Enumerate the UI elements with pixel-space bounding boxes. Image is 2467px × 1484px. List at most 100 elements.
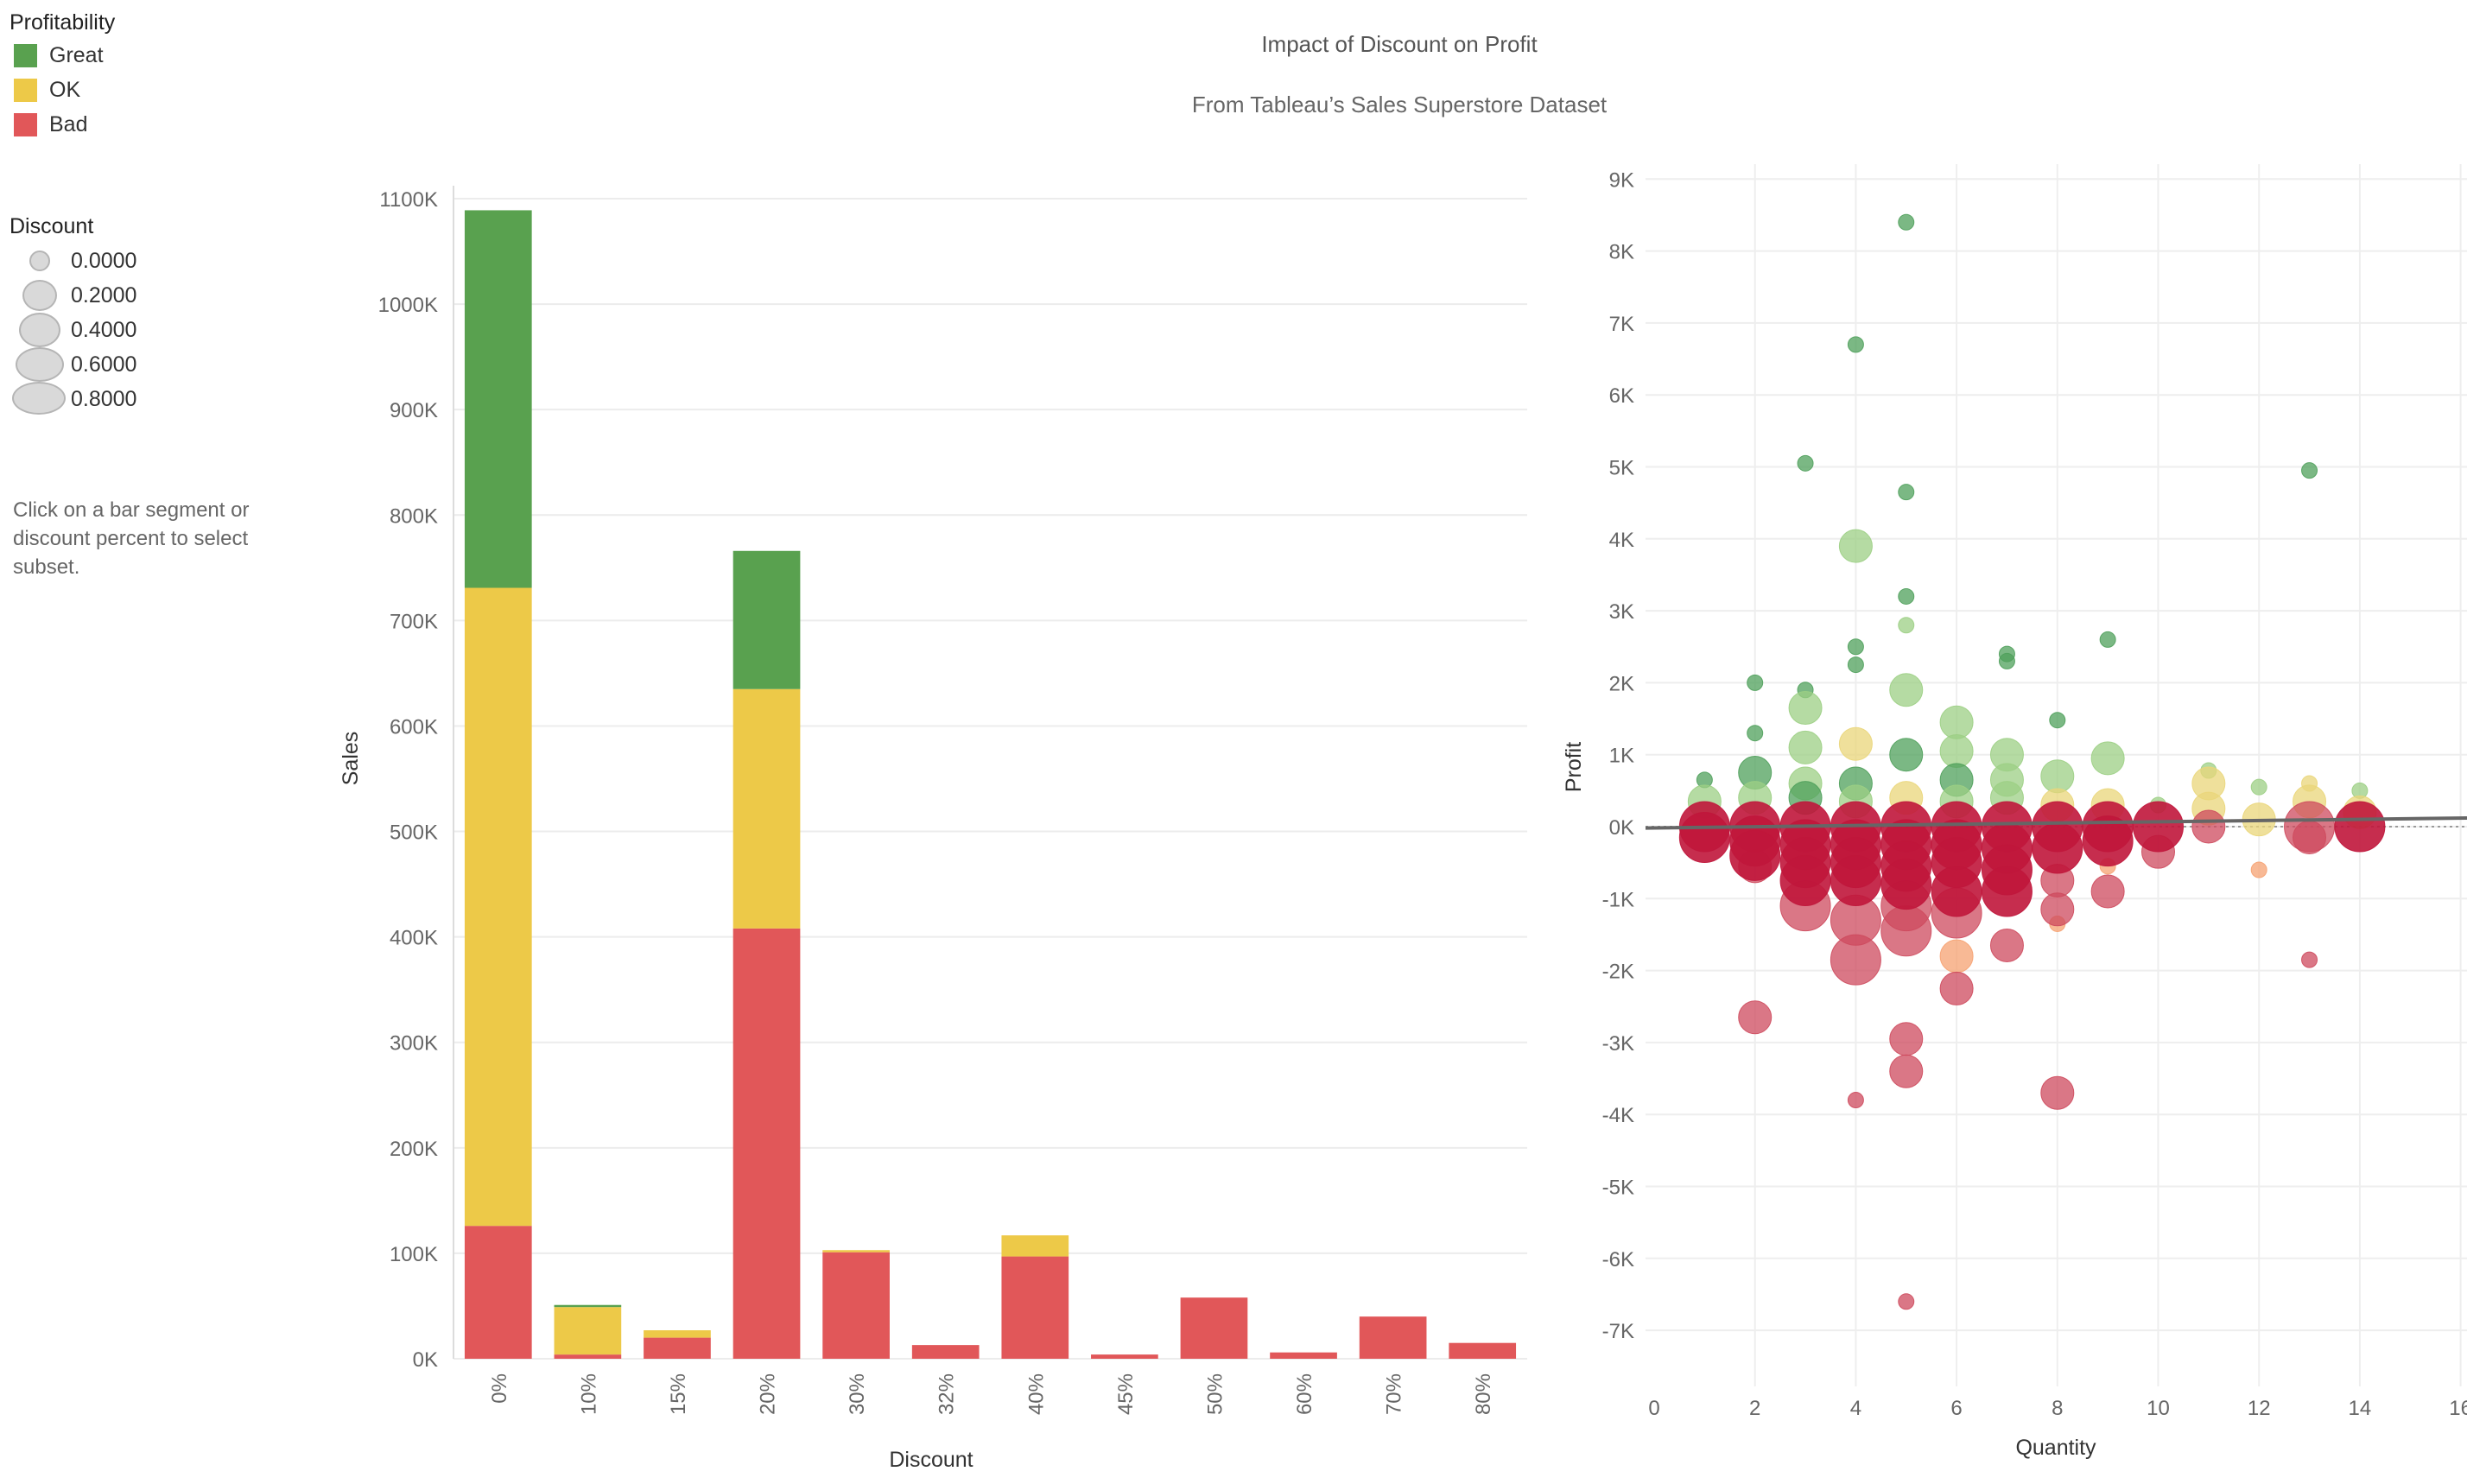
bar-segment-great [732, 550, 801, 689]
legend-item-ok[interactable]: OK [14, 75, 80, 105]
bad-swatch [14, 112, 37, 136]
y-tick-label: 600K [390, 715, 438, 739]
scatter-point [1939, 734, 1974, 769]
size-legend-label: 0.2000 [71, 283, 137, 308]
selection-hint: Click on a bar segment or discount perce… [13, 496, 289, 581]
size-legend-item: 0.6000 [0, 347, 207, 382]
scatter-point [1830, 934, 1881, 986]
y-axis-title: Sales [339, 732, 363, 786]
size-legend-item: 0.2000 [0, 278, 207, 313]
scatter-point [2301, 462, 2318, 479]
legend-label-great: Great [49, 42, 104, 67]
x-tick-label: 0 [1648, 1397, 1659, 1420]
x-tick-label: 20% [757, 1373, 780, 1415]
y-tick-label: 9K [1609, 168, 1634, 192]
scatter-point [1998, 652, 2015, 669]
size-circle-icon [22, 280, 57, 311]
y-tick-label: 1100K [379, 188, 438, 212]
y-tick-label: 1K [1609, 745, 1634, 768]
scatter-point [1788, 730, 1823, 764]
hint-line: Click on a bar segment or [13, 498, 250, 522]
size-circle-icon [19, 313, 60, 347]
scatter-point [1981, 866, 2033, 917]
chart-title: Impact of Discount on Profit [1261, 31, 1538, 57]
bar-segment-bad [1359, 1316, 1427, 1359]
x-axis-title: Discount [889, 1448, 973, 1472]
discount-sales-bar-chart: 0K 100K 200K 300K 400K 500K 600K 700K 800K 900K 10… [339, 186, 1527, 1472]
bar-segment-bad [554, 1354, 622, 1359]
scatter-point [2082, 815, 2134, 867]
scatter-point [2040, 1075, 2075, 1110]
y-tick-label: 200K [390, 1138, 438, 1161]
scatter-point [2040, 892, 2075, 927]
scatter-point [2040, 759, 2075, 794]
scatter-point [1939, 939, 1974, 973]
y-axis-title: Profit [1562, 742, 1586, 792]
scatter-point [1889, 1054, 1924, 1088]
scatter-point [1779, 854, 1831, 906]
bar-segment-ok [822, 1250, 890, 1253]
y-tick-label: 800K [390, 504, 438, 528]
y-tick-label: 0K [413, 1348, 438, 1372]
scatter-point [1939, 705, 1974, 739]
bar-segment-bad [1449, 1342, 1517, 1359]
scatter-point [1847, 656, 1864, 674]
bar-segment-bad [1180, 1297, 1248, 1359]
size-circle-icon [29, 251, 50, 271]
scatter-point [1847, 1092, 1864, 1109]
x-tick-label: 8 [2052, 1397, 2063, 1420]
scatter-point [1889, 738, 1924, 772]
size-legend-item: 0.4000 [0, 313, 207, 347]
y-tick-label: 500K [390, 821, 438, 845]
y-tick-label: -2K [1602, 961, 1634, 984]
y-tick-label: -5K [1602, 1176, 1634, 1200]
bar-segment-bad [464, 1226, 532, 1359]
scatter-point [1847, 638, 1864, 656]
y-tick-label: 8K [1609, 241, 1634, 264]
scatter-point [2099, 631, 2116, 648]
legend-item-great[interactable]: Great [14, 41, 104, 70]
scatter-point [1797, 454, 1814, 472]
scatter-point [1880, 905, 1932, 957]
scatter-point [1880, 859, 1932, 910]
bar-segment-great [554, 1304, 622, 1308]
y-tick-label: -1K [1602, 888, 1634, 911]
bar-segment-ok [1001, 1235, 1069, 1257]
bar-segment-ok [554, 1307, 622, 1355]
y-tick-label: -6K [1602, 1248, 1634, 1272]
scatter-point [1898, 213, 1915, 231]
size-legend-label: 0.4000 [71, 318, 137, 342]
scatter-point [1729, 829, 1781, 881]
x-tick-label: 30% [846, 1373, 869, 1415]
y-tick-label: 1000K [378, 294, 438, 317]
y-tick-label: 6K [1609, 384, 1634, 408]
scatter-point [1931, 866, 1982, 917]
scatter-point [2049, 712, 2066, 729]
y-tick-label: 900K [390, 399, 438, 422]
y-tick-label: -7K [1602, 1320, 1634, 1343]
scatter-point [1898, 587, 1915, 605]
y-tick-label: 5K [1609, 457, 1634, 480]
x-tick-label: 45% [1114, 1373, 1138, 1415]
x-tick-label: 12 [2248, 1397, 2271, 1420]
scatter-point [2032, 822, 2083, 874]
x-tick-label: 32% [935, 1373, 959, 1415]
bar-segment-great [464, 210, 532, 588]
size-legend-label: 0.8000 [71, 387, 137, 411]
size-circle-icon [16, 347, 64, 382]
scatter-point [2334, 801, 2386, 853]
scatter-point [1788, 691, 1823, 726]
x-tick-label: 2 [1749, 1397, 1760, 1420]
legend-item-bad[interactable]: Bad [14, 110, 87, 139]
size-legend-item: 0.8000 [0, 382, 207, 416]
bar-segment-bad [732, 928, 801, 1359]
bar-segment-bad [1001, 1256, 1069, 1359]
y-tick-label: -4K [1602, 1104, 1634, 1127]
size-legend-label: 0.0000 [71, 249, 137, 273]
x-tick-label: 16 [2449, 1397, 2467, 1420]
x-tick-label: 70% [1383, 1373, 1406, 1415]
bar-segment-bad [911, 1345, 980, 1359]
bar-segment-ok [464, 587, 532, 1227]
x-tick-label: 14 [2349, 1397, 2372, 1420]
legend-label-bad: Bad [49, 111, 88, 136]
